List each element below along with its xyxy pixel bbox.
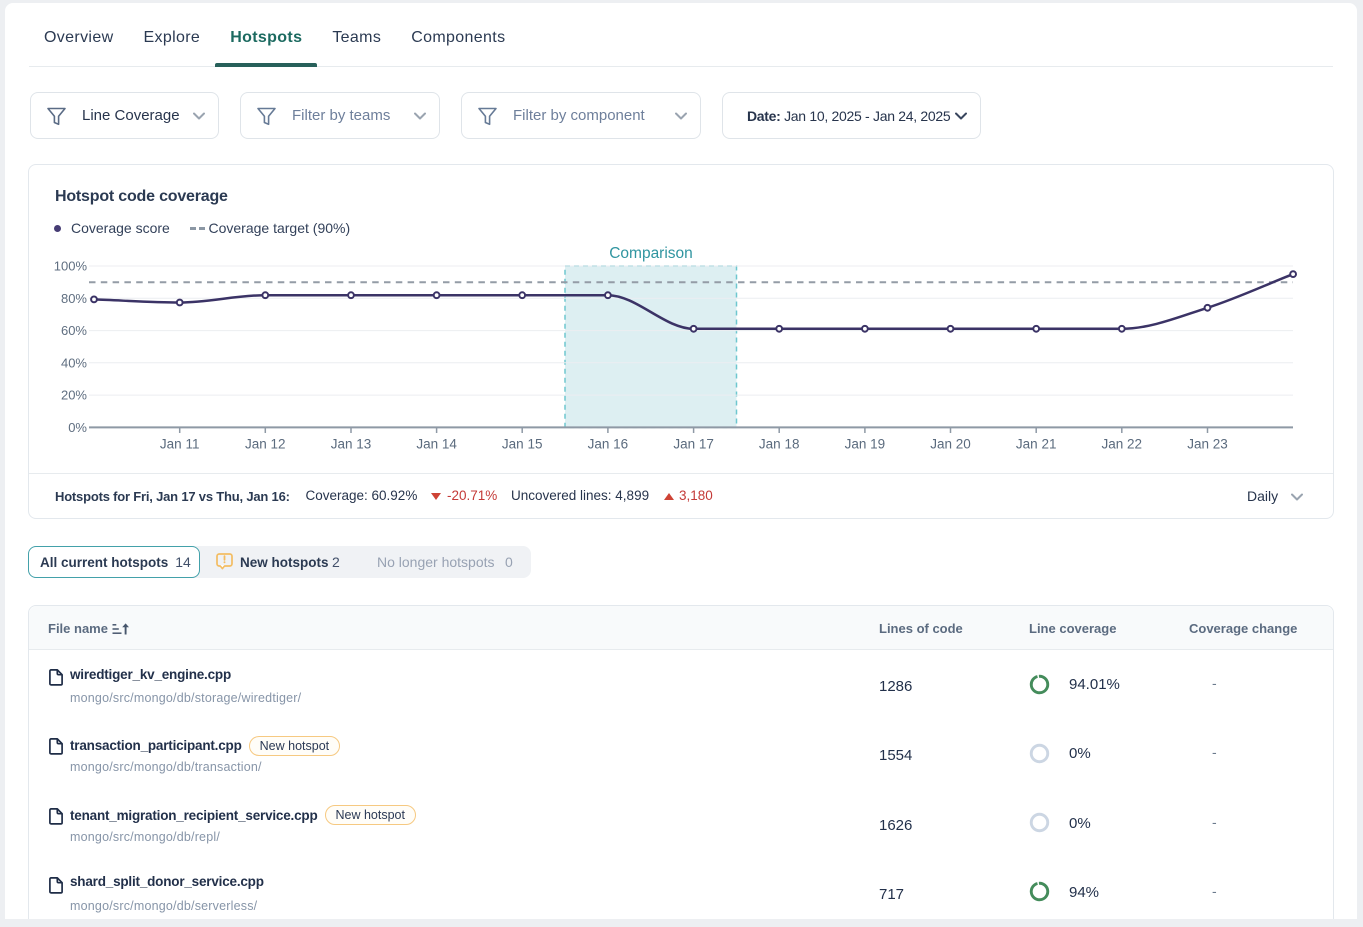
svg-text:60%: 60% — [61, 323, 87, 338]
svg-text:Jan 17: Jan 17 — [673, 437, 714, 452]
svg-text:Jan 14: Jan 14 — [416, 437, 457, 452]
svg-text:Jan 12: Jan 12 — [245, 437, 286, 452]
svg-text:0%: 0% — [68, 420, 87, 435]
svg-text:Jan 22: Jan 22 — [1102, 437, 1143, 452]
svg-text:80%: 80% — [61, 291, 87, 306]
svg-text:Comparison: Comparison — [609, 245, 693, 262]
svg-text:40%: 40% — [61, 355, 87, 370]
svg-text:20%: 20% — [61, 388, 87, 403]
svg-text:Jan 23: Jan 23 — [1187, 437, 1228, 452]
svg-text:Jan 13: Jan 13 — [331, 437, 372, 452]
svg-text:Jan 18: Jan 18 — [759, 437, 800, 452]
svg-text:Jan 21: Jan 21 — [1016, 437, 1057, 452]
svg-text:Jan 11: Jan 11 — [160, 437, 200, 452]
svg-text:Jan 20: Jan 20 — [930, 437, 971, 452]
svg-text:Jan 15: Jan 15 — [502, 437, 543, 452]
svg-text:100%: 100% — [54, 259, 88, 274]
svg-text:Jan 19: Jan 19 — [845, 437, 886, 452]
svg-text:Jan 16: Jan 16 — [588, 437, 629, 452]
